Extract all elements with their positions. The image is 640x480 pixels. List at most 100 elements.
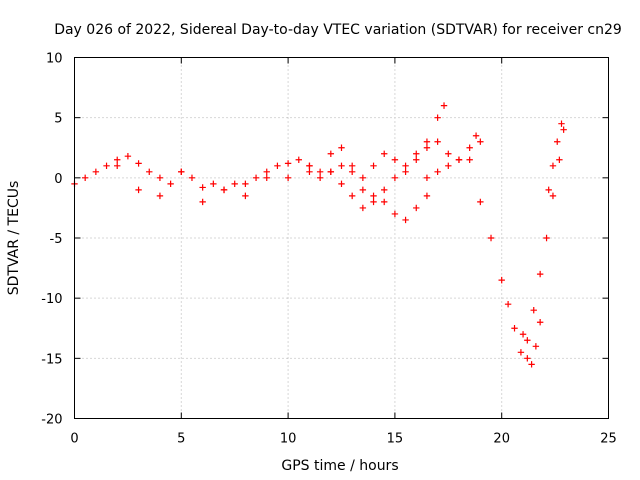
data-point <box>487 234 495 242</box>
data-point <box>114 156 121 163</box>
data-point <box>199 184 206 191</box>
data-point <box>477 138 484 145</box>
data-points <box>71 102 567 368</box>
data-point <box>370 192 377 200</box>
data-point <box>498 276 505 284</box>
x-tick-label: 0 <box>70 432 78 447</box>
data-point <box>370 198 377 206</box>
data-point <box>381 150 388 157</box>
data-point <box>284 160 292 167</box>
data-point <box>306 168 313 176</box>
data-point <box>135 160 142 167</box>
data-point <box>434 114 441 121</box>
data-point <box>402 216 409 224</box>
data-point <box>391 210 399 218</box>
data-point <box>338 180 345 188</box>
data-point <box>511 325 518 332</box>
data-point <box>146 168 153 176</box>
data-point <box>554 138 561 145</box>
x-axis-label: GPS time / hours <box>281 458 398 474</box>
data-point <box>188 174 196 182</box>
ticks: 0 5 10 15 20 25 -20 -15 -10 -5 0 5 10 <box>41 52 617 447</box>
data-point <box>156 192 164 200</box>
data-point <box>445 150 452 157</box>
data-point <box>135 186 142 194</box>
data-point <box>359 204 367 212</box>
data-point <box>445 162 452 169</box>
x-tick-label: 20 <box>493 432 510 447</box>
data-point <box>381 198 388 206</box>
data-point <box>124 152 132 160</box>
y-axis-label: SDTVAR / TECUs <box>6 181 22 296</box>
data-point <box>370 162 377 169</box>
data-point <box>556 156 563 163</box>
data-point <box>359 186 367 194</box>
data-point <box>327 168 335 176</box>
data-point <box>466 144 473 151</box>
data-point <box>549 162 557 169</box>
data-point <box>263 174 270 182</box>
data-point <box>413 150 420 157</box>
data-point <box>348 168 356 176</box>
data-point <box>423 174 431 182</box>
data-point <box>92 168 100 176</box>
data-point <box>558 120 565 127</box>
data-point <box>391 174 399 182</box>
data-point <box>210 180 217 188</box>
data-point <box>338 162 345 169</box>
grid <box>74 57 609 419</box>
data-point <box>545 186 552 194</box>
data-point <box>348 162 356 169</box>
data-point <box>472 132 480 139</box>
data-point <box>517 349 525 356</box>
data-point <box>359 174 367 182</box>
y-tick-label: -5 <box>50 232 63 247</box>
data-point <box>536 319 544 326</box>
data-point <box>423 138 431 145</box>
data-point <box>530 307 537 314</box>
data-point <box>156 174 164 182</box>
y-tick-label: -15 <box>41 352 62 367</box>
data-point <box>348 192 356 200</box>
data-point <box>423 144 431 151</box>
data-point <box>295 156 302 163</box>
y-tick-label: -10 <box>41 292 62 307</box>
data-point <box>466 156 473 163</box>
data-point <box>536 270 544 278</box>
data-point <box>231 180 238 188</box>
data-point <box>252 174 260 182</box>
data-point <box>81 174 89 182</box>
data-point <box>455 156 463 163</box>
data-point <box>391 156 399 163</box>
data-point <box>524 337 531 344</box>
y-tick-label: 10 <box>46 52 63 67</box>
data-point <box>220 186 228 194</box>
data-point <box>316 174 324 182</box>
data-point <box>524 355 531 362</box>
chart-title: Day 026 of 2022, Sidereal Day-to-day VTE… <box>54 22 622 38</box>
data-point <box>103 162 110 169</box>
data-point <box>263 168 270 176</box>
y-tick-label: 5 <box>54 112 62 127</box>
data-point <box>306 162 313 169</box>
data-point <box>434 168 441 176</box>
y-tick-label: -20 <box>41 413 62 428</box>
data-point <box>274 162 281 169</box>
data-point <box>114 162 121 169</box>
data-point <box>199 198 206 206</box>
data-point <box>284 174 292 182</box>
data-point <box>402 162 409 169</box>
data-point <box>338 144 345 151</box>
data-point <box>327 150 335 157</box>
data-point <box>549 192 557 200</box>
y-tick-label: 0 <box>54 172 62 187</box>
x-tick-label: 10 <box>280 432 297 447</box>
x-tick-label: 5 <box>177 432 185 447</box>
data-point <box>413 156 420 163</box>
data-point <box>434 138 441 145</box>
data-point <box>528 361 535 368</box>
data-point <box>477 198 484 206</box>
data-point <box>423 192 431 200</box>
data-point <box>242 180 249 188</box>
